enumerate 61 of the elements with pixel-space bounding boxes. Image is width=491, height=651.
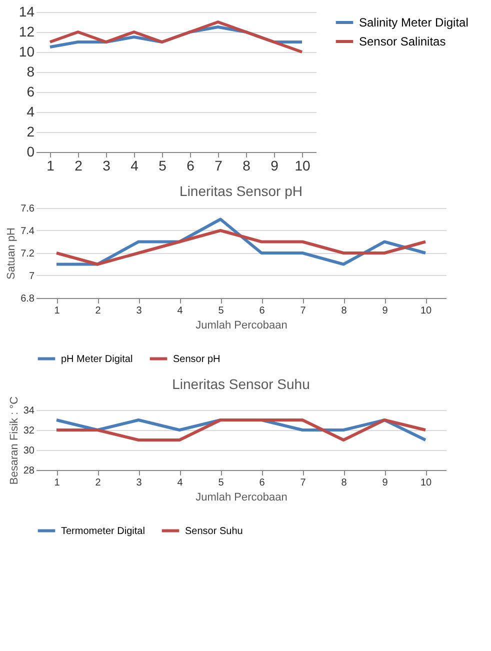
x-tick-label: 1 — [54, 306, 60, 316]
x-tick-label: 9 — [270, 158, 279, 174]
y-tick-label: 6.8 — [20, 294, 35, 304]
y-tick-label: 14 — [18, 4, 35, 20]
x-tick-label: 1 — [46, 158, 55, 174]
legend-label: Sensor Suhu — [185, 526, 243, 537]
y-tick-label: 32 — [23, 426, 35, 436]
x-axis-title: Jumlah Percobaan — [196, 320, 288, 332]
x-tick-label: 4 — [177, 478, 184, 488]
y-tick-label: 8 — [26, 64, 35, 80]
legend-label: Sensor Salinitas — [359, 34, 446, 48]
y-tick-label: 7.2 — [20, 248, 35, 260]
x-tick-label: 3 — [136, 306, 142, 316]
x-tick-label: 8 — [341, 306, 348, 316]
y-tick-label: 2 — [26, 124, 35, 140]
x-tick-label: 6 — [259, 306, 266, 316]
x-tick-label: 7 — [214, 158, 223, 174]
x-tick-label: 2 — [74, 158, 83, 174]
y-axis-title: Satuan pH — [6, 227, 18, 280]
x-tick-label: 6 — [259, 478, 266, 488]
x-tick-label: 2 — [95, 478, 102, 488]
x-tick-label: 3 — [102, 158, 111, 174]
y-tick-label: 10 — [18, 44, 35, 60]
x-tick-label: 5 — [158, 158, 167, 174]
legend-label: Salinity Meter Digital — [359, 16, 468, 30]
y-tick-label: 7.4 — [20, 226, 35, 237]
chart-title: Lineritas Sensor pH — [180, 183, 302, 199]
y-tick-label: 12 — [18, 24, 35, 40]
x-tick-label: 6 — [186, 158, 195, 174]
x-tick-label: 7 — [300, 306, 306, 316]
y-tick-label: 28 — [23, 466, 35, 476]
x-tick-label: 10 — [420, 478, 432, 488]
legend-label: Sensor pH — [173, 354, 220, 365]
legend-label: Termometer Digital — [61, 526, 145, 537]
legend-label: pH Meter Digital — [61, 354, 133, 365]
y-tick-label: 34 — [23, 406, 35, 416]
x-tick-label: 4 — [130, 158, 139, 174]
y-tick-label: 4 — [26, 104, 35, 120]
line-series — [55, 229, 427, 266]
x-tick-label: 5 — [218, 478, 224, 488]
x-tick-label: 5 — [218, 306, 224, 316]
x-tick-label: 8 — [341, 478, 348, 488]
y-axis-title: Besaran Fisik : °C — [8, 396, 20, 485]
y-tick-label: 7 — [28, 271, 35, 282]
x-tick-label: 7 — [300, 478, 306, 488]
y-tick-label: 7.6 — [20, 204, 35, 214]
x-tick-label: 10 — [420, 306, 432, 316]
y-tick-label: 6 — [26, 84, 35, 100]
y-tick-label: 30 — [23, 446, 35, 456]
chart-title: Lineritas Sensor Suhu — [172, 376, 310, 392]
y-tick-label: 0 — [26, 144, 35, 160]
x-tick-label: 2 — [95, 306, 102, 316]
x-tick-label: 10 — [294, 158, 310, 174]
x-tick-label: 9 — [382, 478, 388, 488]
x-tick-label: 4 — [177, 306, 184, 316]
x-tick-label: 3 — [136, 478, 142, 488]
x-tick-label: 9 — [382, 306, 388, 316]
x-axis-title: Jumlah Percobaan — [196, 492, 288, 504]
x-tick-label: 1 — [54, 478, 60, 488]
line-series — [48, 20, 304, 54]
x-tick-label: 8 — [242, 158, 251, 174]
